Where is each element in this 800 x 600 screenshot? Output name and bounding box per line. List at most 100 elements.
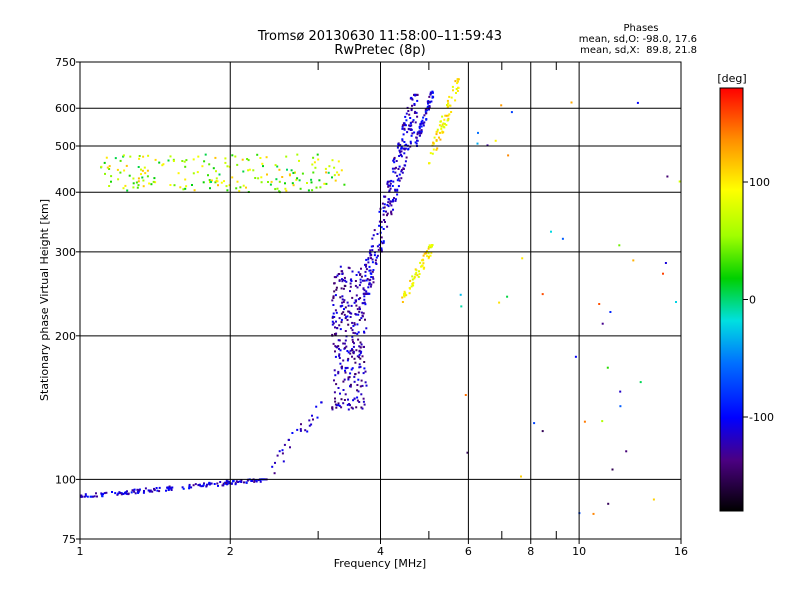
data-point bbox=[338, 279, 341, 282]
data-point bbox=[203, 160, 206, 163]
data-point bbox=[441, 123, 444, 126]
data-point bbox=[360, 311, 363, 314]
data-point bbox=[359, 385, 362, 388]
colorbar-tick-label: 100 bbox=[749, 176, 770, 189]
data-point bbox=[296, 177, 299, 180]
data-point bbox=[253, 480, 256, 483]
data-point bbox=[662, 272, 664, 275]
y-tick-label: 200 bbox=[55, 330, 76, 343]
data-point bbox=[363, 403, 366, 406]
data-point bbox=[197, 484, 200, 487]
data-point bbox=[365, 265, 367, 268]
data-point bbox=[427, 101, 430, 104]
data-point bbox=[367, 258, 370, 261]
colorbar-tick-label: -100 bbox=[749, 411, 774, 424]
data-point bbox=[194, 483, 197, 486]
data-point bbox=[675, 301, 677, 303]
data-point bbox=[337, 173, 340, 176]
data-point bbox=[376, 245, 379, 248]
data-point bbox=[412, 284, 415, 287]
data-point bbox=[142, 491, 145, 494]
data-point bbox=[181, 486, 184, 489]
data-point bbox=[169, 184, 172, 186]
data-point bbox=[403, 127, 406, 130]
data-point bbox=[150, 183, 153, 186]
data-point bbox=[393, 167, 396, 170]
data-point bbox=[285, 189, 288, 192]
data-point bbox=[392, 208, 394, 211]
data-point bbox=[416, 274, 419, 277]
data-point bbox=[138, 488, 141, 491]
data-point bbox=[452, 89, 454, 92]
data-point bbox=[341, 301, 344, 304]
data-point bbox=[414, 110, 417, 113]
data-point bbox=[339, 392, 341, 395]
data-point bbox=[237, 481, 239, 483]
data-point bbox=[409, 279, 412, 282]
data-point bbox=[417, 275, 420, 278]
data-point bbox=[429, 254, 432, 257]
data-point bbox=[400, 168, 403, 171]
y-tick-label: 600 bbox=[55, 102, 76, 115]
data-point bbox=[337, 372, 340, 375]
data-point bbox=[312, 156, 315, 159]
data-point bbox=[389, 182, 392, 185]
data-point bbox=[340, 270, 343, 273]
data-point bbox=[346, 350, 349, 352]
data-point bbox=[343, 342, 346, 345]
data-point bbox=[340, 398, 343, 401]
y-tick-label: 100 bbox=[55, 473, 76, 486]
data-point bbox=[333, 174, 336, 177]
data-point bbox=[201, 165, 204, 168]
data-point bbox=[442, 125, 445, 128]
data-point bbox=[338, 347, 340, 350]
data-point bbox=[351, 296, 354, 299]
data-point bbox=[350, 304, 353, 307]
data-point bbox=[398, 155, 401, 157]
data-point bbox=[592, 512, 595, 515]
data-point bbox=[360, 393, 363, 396]
data-point bbox=[405, 294, 408, 297]
data-point bbox=[358, 356, 360, 359]
data-point bbox=[353, 375, 356, 378]
colorbar-tick-label: 0 bbox=[749, 294, 756, 307]
data-point bbox=[386, 204, 389, 206]
data-point bbox=[355, 294, 358, 297]
data-point bbox=[117, 178, 120, 181]
data-point bbox=[395, 160, 398, 162]
data-point bbox=[253, 479, 256, 482]
data-point bbox=[337, 345, 340, 348]
data-point bbox=[348, 267, 351, 270]
data-point bbox=[315, 405, 318, 408]
data-point bbox=[349, 316, 352, 318]
data-point bbox=[390, 210, 393, 213]
data-point bbox=[358, 353, 361, 356]
data-point bbox=[418, 273, 421, 275]
data-point bbox=[222, 482, 225, 485]
data-point bbox=[339, 265, 342, 268]
data-point bbox=[433, 136, 436, 139]
data-point bbox=[428, 106, 431, 109]
data-point bbox=[438, 136, 440, 139]
data-point bbox=[351, 355, 353, 358]
data-point bbox=[447, 114, 450, 117]
data-point bbox=[407, 147, 410, 150]
data-point bbox=[355, 299, 358, 302]
data-point bbox=[292, 172, 295, 174]
data-point bbox=[340, 287, 343, 290]
data-point bbox=[311, 163, 314, 166]
data-point bbox=[438, 124, 441, 127]
data-point bbox=[401, 138, 404, 141]
data-point bbox=[346, 319, 349, 321]
data-point bbox=[220, 181, 223, 184]
data-point bbox=[410, 124, 413, 127]
data-point bbox=[400, 150, 403, 153]
data-point bbox=[337, 339, 340, 342]
data-point bbox=[342, 359, 345, 362]
data-point bbox=[335, 332, 338, 335]
data-point bbox=[347, 408, 350, 411]
data-point bbox=[457, 78, 460, 81]
data-point bbox=[108, 168, 111, 170]
data-point bbox=[141, 169, 144, 172]
data-point bbox=[373, 229, 376, 232]
